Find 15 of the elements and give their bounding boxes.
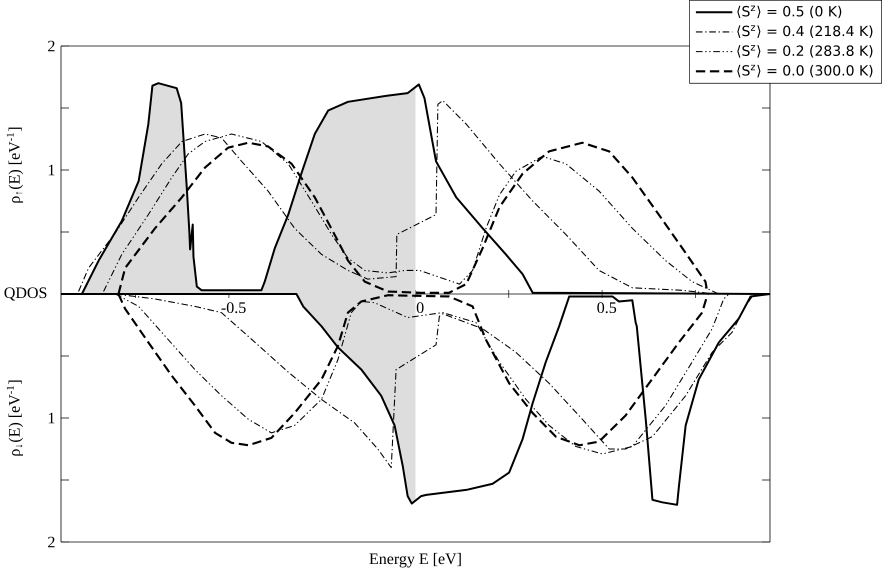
legend-label: ⟨S$^{z}$⟩ = 0.5 (0 K) (737, 6, 842, 18)
y-tick-label: 2 (48, 40, 55, 52)
text: ρ$_{↑}$(E) [eV$^{-1}$] (6, 128, 24, 203)
y-tick-label: 1 (48, 164, 54, 176)
x-tick-label: 0 (416, 302, 424, 314)
text: ρ$_{↓}$(E) [eV$^{-1}$] (6, 380, 24, 456)
x-tick-label: -0.5 (222, 302, 246, 314)
x-axis-title: Energy E [eV] (369, 552, 461, 568)
y-axis-title: QDOS (4, 287, 46, 301)
y-tick-label: 1 (48, 412, 54, 424)
legend-label: ⟨S$^{z}$⟩ = 0.0 (300.0 K) (737, 64, 872, 78)
legend-label: ⟨S$^{z}$⟩ = 0.4 (218.4 K) (737, 25, 872, 38)
x-tick-label: 0.5 (597, 302, 616, 314)
legend-label: ⟨S$^{z}$⟩ = 0.2 (283.8 K) (737, 45, 872, 58)
y-tick-label: 2 (48, 536, 55, 548)
